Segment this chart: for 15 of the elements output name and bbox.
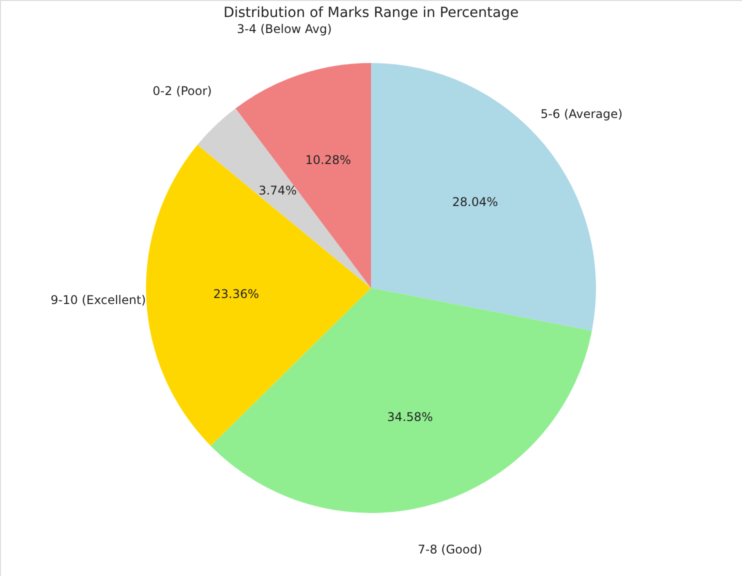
pie-slice — [210, 288, 592, 513]
pie-slice — [236, 63, 371, 288]
chart-title: Distribution of Marks Range in Percentage — [223, 5, 519, 21]
data-label: 10.28% — [305, 152, 352, 167]
data-label: 23.36% — [213, 286, 260, 301]
data-label: 3.74% — [258, 183, 297, 198]
pie-slice — [146, 144, 371, 446]
data-label: 28.04% — [452, 195, 498, 210]
slice-label: 5-6 (Average) — [540, 107, 623, 122]
data-label: 34.58% — [387, 410, 433, 424]
slice-label: 3-4 (Below Avg) — [236, 22, 332, 36]
slice-label: 7-8 (Good) — [418, 542, 482, 556]
slice-label: 0-2 (Poor) — [152, 84, 212, 98]
pie-slice — [197, 108, 371, 288]
slice-label: 9-10 (Excellent) — [50, 293, 146, 308]
